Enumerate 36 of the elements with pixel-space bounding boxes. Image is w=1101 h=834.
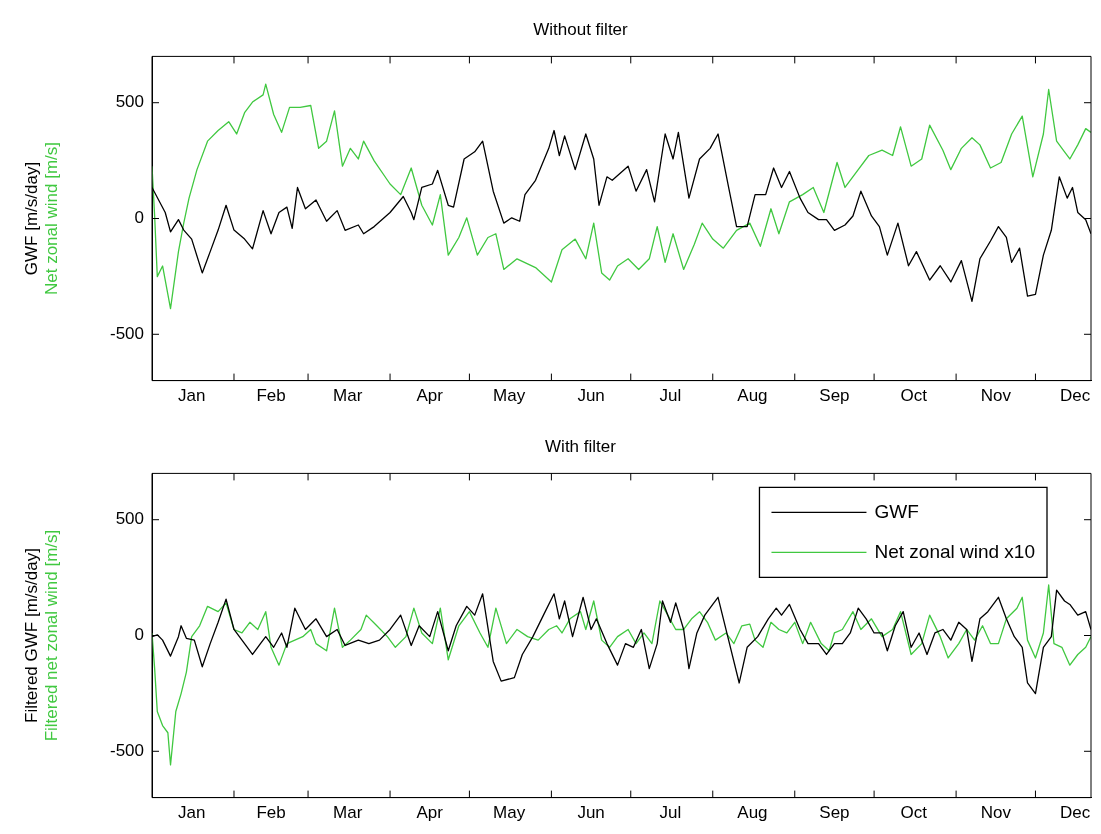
x-tick-label: Jul [659,803,682,823]
y-tick-label: 500 [115,92,144,112]
legend-label: Net zonal wind x10 [874,540,1036,562]
x-tick-label: Dec [1060,386,1091,406]
x-tick-label: Jun [577,803,605,823]
x-tick-label: Jan [177,803,206,823]
y-axis-title: GWF [m/s/day] Net zonal wind [m/s] [21,141,61,296]
x-tick-label: Oct [900,386,928,406]
x-tick-label: Feb [256,803,286,823]
x-tick-label: Feb [256,386,286,406]
x-tick-label: Jul [659,386,682,406]
chart-title: With filter [545,436,617,456]
x-tick-label: Sep [819,386,850,406]
legend-label: GWF [874,500,919,522]
x-tick-label: May [493,386,526,406]
x-tick-label: Apr [416,803,444,823]
y-axis-title: Filtered GWF [m/s/day] Filtered net zonal wind [m/s] [21,529,61,742]
x-tick-label: Jun [577,386,605,406]
y-tick-label: -500 [109,323,144,343]
x-tick-label: Aug [737,386,768,406]
chart-title: Without filter [533,19,629,39]
y-tick-label: -500 [109,740,144,760]
x-tick-label: Sep [819,803,850,823]
x-tick-label: Mar [333,386,363,406]
x-tick-label: Oct [900,803,928,823]
y-tick-label: 0 [134,625,144,645]
y-tick-label: 500 [115,509,144,529]
x-tick-label: Apr [416,386,444,406]
x-tick-label: Aug [737,803,768,823]
x-tick-label: Nov [980,803,1012,823]
x-tick-label: May [493,803,526,823]
x-tick-label: Jan [177,386,206,406]
y-tick-label: 0 [134,208,144,228]
x-tick-label: Dec [1060,803,1091,823]
x-tick-label: Nov [980,386,1012,406]
x-tick-label: Mar [333,803,363,823]
